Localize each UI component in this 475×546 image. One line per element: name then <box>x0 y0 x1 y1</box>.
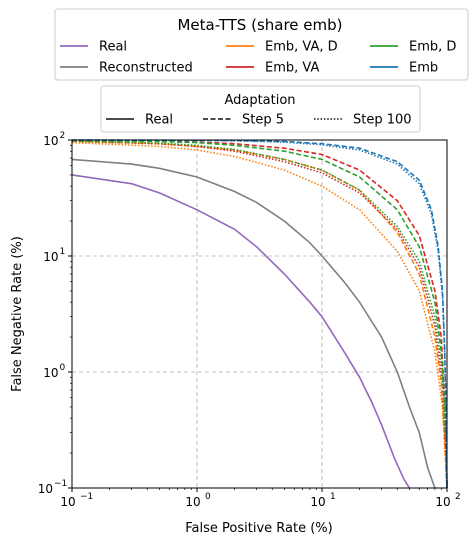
series-group <box>71 139 448 489</box>
series-line-reconstructed-solid <box>71 158 436 489</box>
x-tick-exponent: −1 <box>80 492 93 502</box>
series-line-emb-va-dashed <box>71 139 448 489</box>
y-tick-exponent: 2 <box>60 131 66 141</box>
x-tick-label: 10 <box>310 495 325 509</box>
axis-ticks: 10 −1 10 0 10 1 10 210 −110 010 110 2 <box>38 131 461 509</box>
legend-adaptation-title: Adaptation <box>224 93 295 108</box>
series-line-emb-va-d-dashed <box>71 140 448 489</box>
legend-styles: Real Step 5 Step 100 <box>106 113 412 128</box>
x-tick-exponent: 2 <box>455 492 461 502</box>
series-line-emb-d-dashed <box>71 139 448 489</box>
legend-main-frame <box>54 8 469 81</box>
x-tick-label: 10 <box>435 495 450 509</box>
y-tick-exponent: −1 <box>54 479 67 489</box>
series-line-emb-dashed <box>71 139 448 489</box>
legend-adaptation-frame <box>100 85 421 133</box>
legend-label: Emb, VA <box>265 61 319 76</box>
y-tick-label: 10 <box>43 250 58 264</box>
legend-label: Emb, VA, D <box>265 40 338 55</box>
legend-linestyle-label: Real <box>145 113 173 128</box>
series-line-emb-dotted <box>71 139 448 489</box>
legend-adaptation: Adaptation Real Step 5 Step 100 <box>100 85 421 133</box>
x-tick-exponent: 1 <box>330 492 336 502</box>
grid-lines <box>72 140 447 488</box>
plot-frame <box>71 139 448 489</box>
series-line-emb-va-d-dotted <box>71 141 448 489</box>
legend-label: Reconstructed <box>99 61 193 76</box>
y-tick-exponent: 1 <box>60 247 66 257</box>
legend-linestyle-label: Step 5 <box>242 113 284 128</box>
series-line-real-solid <box>71 174 411 489</box>
y-axis-label: False Negative Rate (%) <box>10 236 25 392</box>
legend-label: Real <box>99 40 127 55</box>
y-tick-label: 10 <box>43 134 58 148</box>
legend-entries: Real Reconstructed Emb, VA, D Emb, VA Emb, D… <box>60 40 456 76</box>
legend-main-title: Meta-TTS (share emb) <box>177 16 342 34</box>
series-line-emb-d-dotted <box>71 140 448 489</box>
x-tick-label: 10 <box>185 495 200 509</box>
legend-label: Emb, D <box>409 40 456 55</box>
y-tick-label: 10 <box>43 366 58 380</box>
legend-linestyle-label: Step 100 <box>353 113 412 128</box>
legend-main: Meta-TTS (share emb) Real Reconstructed Em… <box>54 8 469 81</box>
x-tick-exponent: 0 <box>205 492 211 502</box>
series-line-emb-va-dotted <box>71 140 448 489</box>
x-tick-label: 10 <box>60 495 75 509</box>
x-axis-label: False Positive Rate (%) <box>185 521 332 536</box>
y-tick-label: 10 <box>38 482 53 496</box>
legend-label: Emb <box>409 61 438 76</box>
y-tick-exponent: 0 <box>60 363 66 373</box>
